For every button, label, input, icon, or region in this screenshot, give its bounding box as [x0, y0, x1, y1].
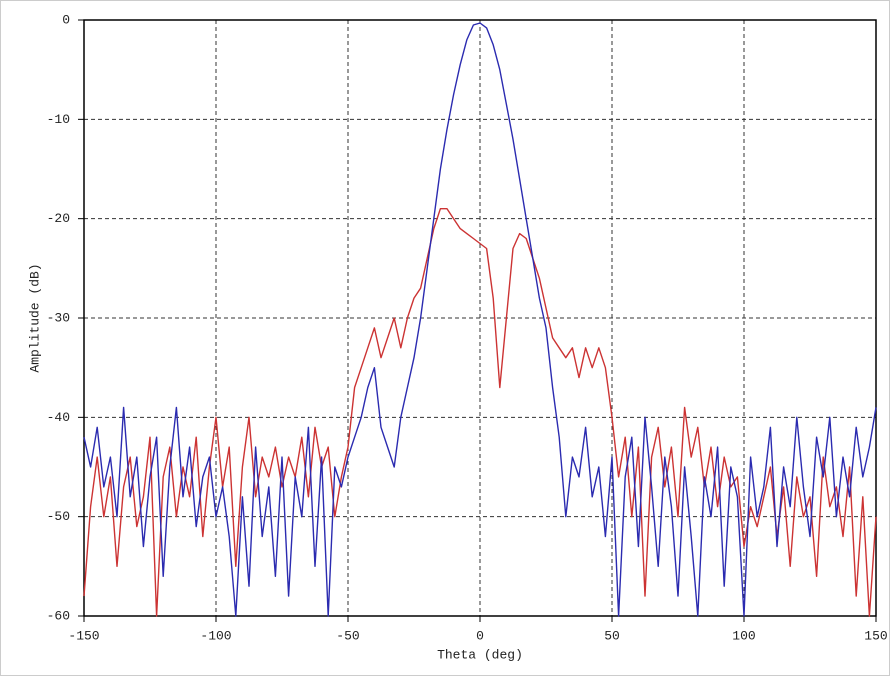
- series-line: [83, 22, 877, 617]
- y-tick-label: -30: [47, 310, 70, 325]
- y-tick-label: -50: [47, 509, 70, 524]
- y-axis-title: Amplitude (dB): [27, 263, 42, 372]
- y-tick-label: -60: [47, 608, 70, 623]
- x-tick-label: 100: [732, 628, 755, 643]
- x-axis-title: Theta (deg): [437, 647, 523, 662]
- x-tick-label: -100: [200, 628, 231, 643]
- series-line: [83, 208, 877, 617]
- y-tick-label: 0: [62, 12, 70, 27]
- x-tick-label: -150: [68, 628, 99, 643]
- y-tick-label: -20: [47, 211, 70, 226]
- x-tick-label: 150: [864, 628, 887, 643]
- y-tick-label: -40: [47, 410, 70, 425]
- y-tick-label: -10: [47, 112, 70, 127]
- x-tick-label: 0: [476, 628, 484, 643]
- plot-frame: [83, 19, 877, 617]
- x-tick-label: 50: [604, 628, 620, 643]
- x-tick-label: -50: [336, 628, 359, 643]
